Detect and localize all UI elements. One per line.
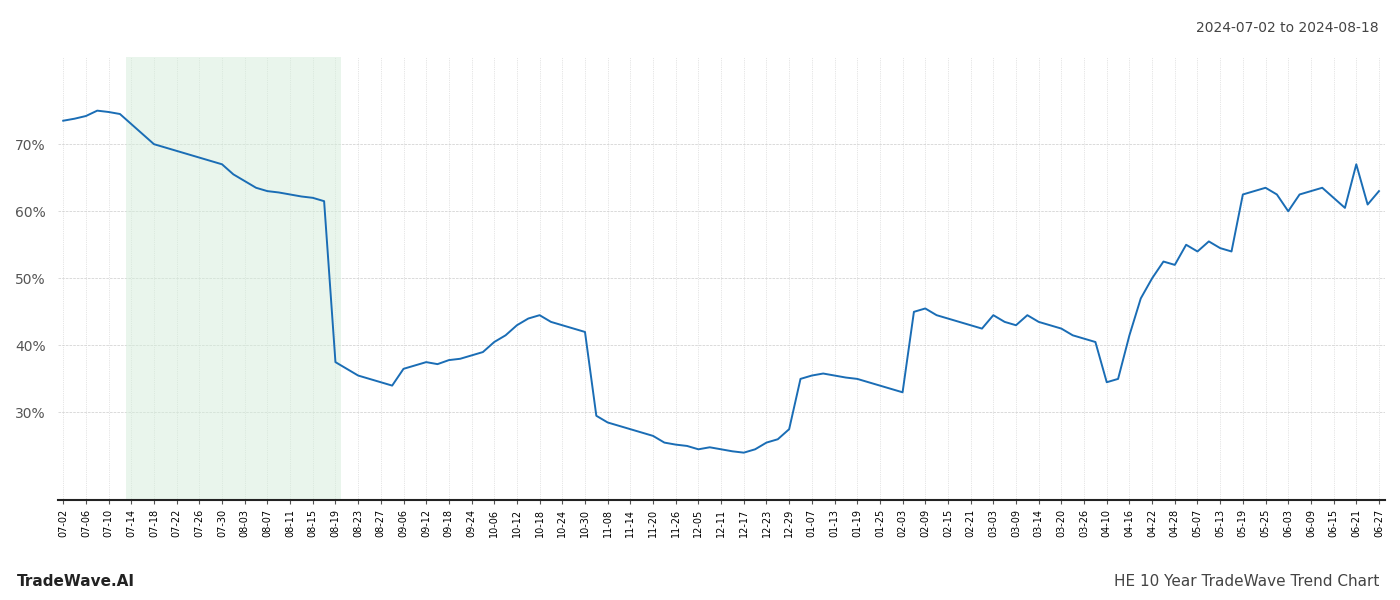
Bar bbox=[126, 57, 342, 500]
Text: 2024-07-02 to 2024-08-18: 2024-07-02 to 2024-08-18 bbox=[1197, 21, 1379, 35]
Text: TradeWave.AI: TradeWave.AI bbox=[17, 574, 134, 589]
Text: HE 10 Year TradeWave Trend Chart: HE 10 Year TradeWave Trend Chart bbox=[1113, 574, 1379, 589]
